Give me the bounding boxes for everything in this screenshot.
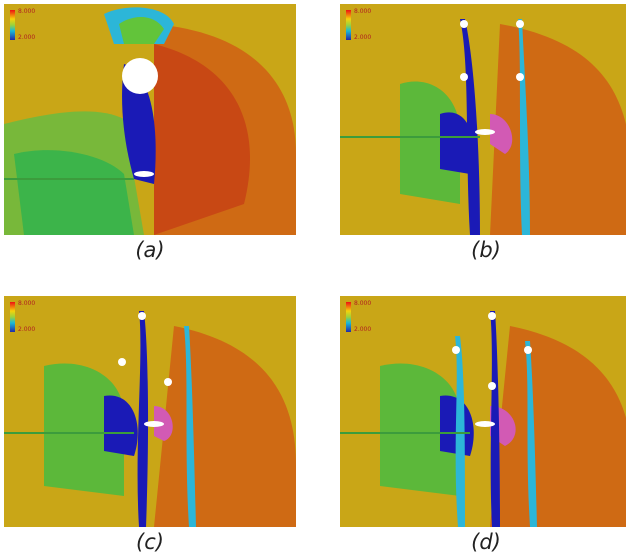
colorbar-legend-c: 8.000 2.000 bbox=[10, 300, 50, 336]
colorbar-b bbox=[346, 10, 351, 40]
legend-max-a: 8.000 bbox=[18, 8, 36, 15]
colorbar-c bbox=[10, 302, 15, 332]
legend-min-d: 2.000 bbox=[354, 326, 372, 333]
legend-min-a: 2.000 bbox=[18, 34, 36, 41]
caption-b: (b) bbox=[471, 238, 501, 262]
field-plot-b bbox=[340, 4, 626, 235]
legend-max-b: 8.000 bbox=[354, 8, 372, 15]
field-plot-c bbox=[4, 296, 296, 527]
colorbar-legend-b: 8.000 2.000 bbox=[346, 8, 386, 44]
field-plot-d bbox=[340, 296, 626, 527]
cylinder bbox=[122, 58, 158, 94]
caption-c: (c) bbox=[136, 530, 164, 554]
colorbar-d bbox=[346, 302, 351, 332]
legend-min-b: 2.000 bbox=[354, 34, 372, 41]
colorbar-a bbox=[10, 10, 15, 40]
legend-max-c: 8.000 bbox=[18, 300, 36, 307]
panel-b: 8.000 2.000 bbox=[340, 4, 626, 235]
caption-a: (a) bbox=[135, 238, 165, 262]
caption-d: (d) bbox=[471, 530, 501, 554]
panel-a: 8.000 2.000 bbox=[4, 4, 296, 235]
legend-max-d: 8.000 bbox=[354, 300, 372, 307]
panel-c: 8.000 2.000 bbox=[4, 296, 296, 527]
colorbar-legend-a: 8.000 2.000 bbox=[10, 8, 50, 44]
legend-min-c: 2.000 bbox=[18, 326, 36, 333]
panel-d: 8.000 2.000 bbox=[340, 296, 626, 527]
field-plot-a bbox=[4, 4, 296, 235]
colorbar-legend-d: 8.000 2.000 bbox=[346, 300, 386, 336]
